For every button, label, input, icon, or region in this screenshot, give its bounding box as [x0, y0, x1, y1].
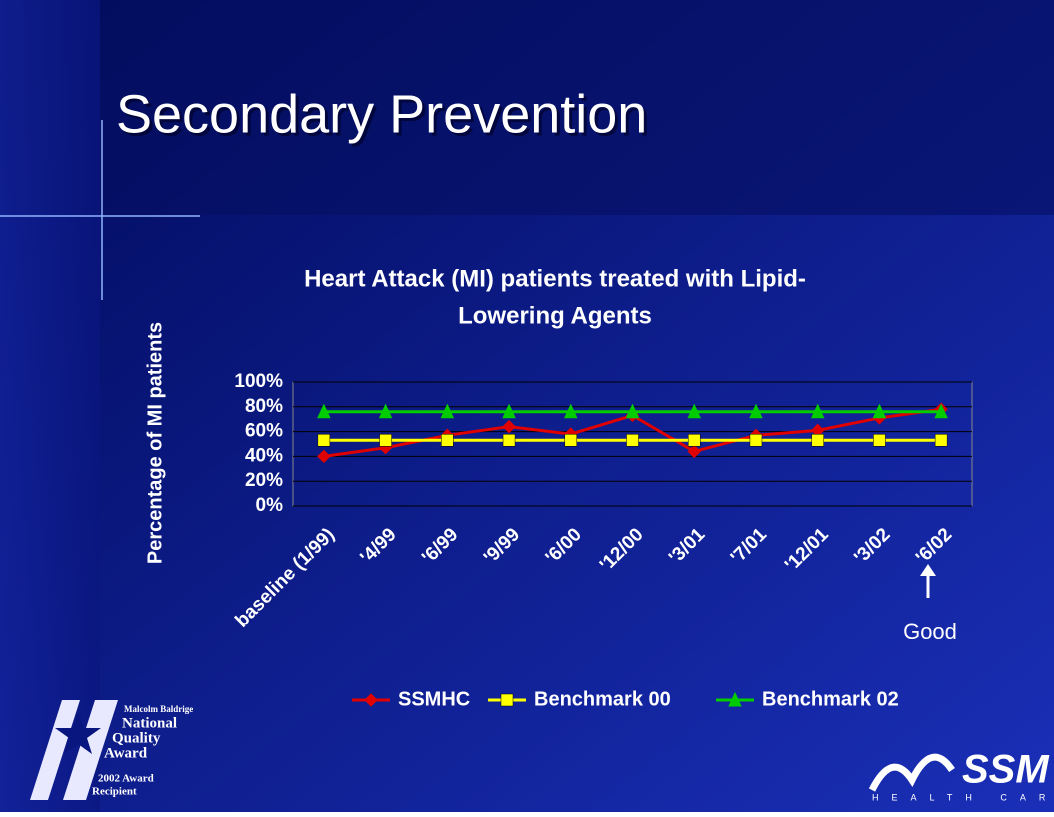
marker — [564, 434, 578, 447]
logo-text: Malcolm Baldrige — [124, 704, 193, 714]
annotation: Good — [903, 619, 957, 644]
marker — [934, 434, 948, 447]
marker — [872, 403, 887, 419]
chart-title: Heart Attack (MI) patients treated with … — [304, 265, 806, 292]
header-band — [0, 0, 1054, 215]
title-shadow: Secondary Prevention — [119, 87, 650, 147]
marker — [626, 434, 639, 447]
marker — [317, 449, 331, 464]
marker — [749, 434, 763, 447]
marker — [810, 403, 825, 419]
marker — [811, 434, 824, 447]
marker — [440, 403, 455, 419]
logo-text: Quality — [112, 730, 161, 746]
company-logo: SSM HEALTH CARE — [868, 748, 1054, 802]
slide-title: Secondary Prevention — [116, 84, 647, 144]
marker — [563, 403, 578, 419]
marker — [687, 444, 701, 459]
marker — [749, 403, 763, 419]
arrow-head — [920, 564, 936, 576]
logo-text: Recipient — [92, 786, 137, 798]
logo-text: National — [122, 715, 177, 731]
logo-text: Award — [104, 745, 148, 761]
legend-label: Benchmark 02 — [762, 688, 899, 710]
marker — [687, 434, 701, 447]
logo-tagline: HEALTH CARE — [872, 792, 1054, 802]
marker — [378, 403, 393, 419]
y-tick-label: 100% — [234, 371, 283, 392]
marker — [379, 434, 392, 447]
legend-label: Benchmark 00 — [534, 688, 671, 710]
chart-title: Lowering Agents — [458, 302, 652, 329]
y-tick-label: 0% — [256, 495, 284, 516]
marker — [500, 693, 514, 707]
y-tick-label: 20% — [245, 470, 283, 491]
marker — [502, 434, 516, 447]
logo-shape — [30, 700, 80, 800]
marker — [317, 434, 331, 447]
logo-star — [55, 712, 101, 754]
y-axis-label: Percentage of MI patients — [144, 322, 166, 564]
left-strip — [0, 0, 100, 812]
marker — [625, 403, 640, 419]
logo-name: SSM — [962, 748, 1050, 792]
y-tick-label: 80% — [245, 396, 283, 417]
marker — [364, 693, 378, 707]
legend-label: SSMHC — [398, 688, 470, 710]
y-tick-label: 60% — [245, 421, 283, 442]
logo-text: 2002 Award — [98, 773, 154, 785]
award-logo: Malcolm Baldrige National Quality Award … — [30, 700, 193, 800]
marker — [441, 434, 454, 447]
marker — [502, 419, 516, 434]
marker — [502, 403, 516, 419]
marker — [687, 403, 702, 419]
marker — [934, 403, 948, 419]
y-tick-label: 40% — [245, 445, 283, 466]
marker — [873, 434, 886, 447]
marker — [728, 691, 742, 707]
logo-swoosh — [868, 753, 955, 792]
marker — [317, 403, 331, 419]
